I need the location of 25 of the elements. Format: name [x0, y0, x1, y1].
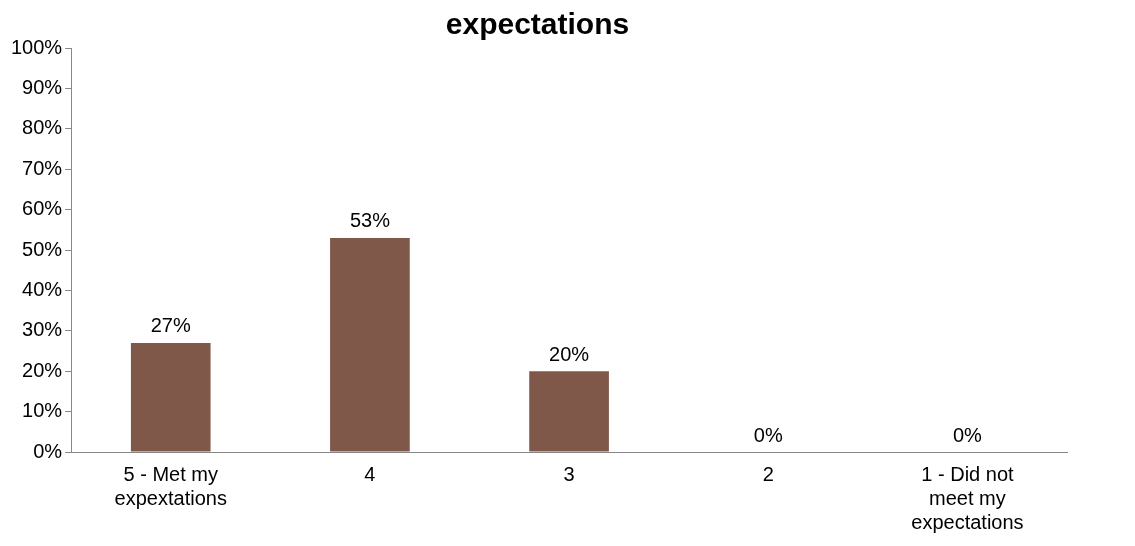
x-tick-label: 2: [762, 462, 774, 485]
y-tick-label: 10%: [22, 399, 63, 422]
y-tick-label: 100%: [11, 35, 63, 58]
data-label: 0%: [753, 423, 783, 446]
data-label: 27%: [150, 314, 191, 337]
y-tick-label: 70%: [22, 156, 63, 179]
data-label: 20%: [549, 342, 590, 365]
x-tick-label: 4: [364, 462, 376, 485]
y-tick-label: 60%: [22, 197, 63, 220]
chart-title: expectations: [445, 7, 630, 41]
bar: [529, 371, 609, 452]
y-tick-label: 50%: [22, 237, 63, 260]
x-tick-label: 3: [563, 462, 575, 485]
x-tick-label: 1 - Did not meet my expectations: [911, 462, 1024, 533]
x-tick-label: 5 - Met my expextations: [114, 462, 227, 509]
y-tick-label: 90%: [22, 75, 63, 98]
y-tick-label: 80%: [22, 116, 63, 139]
y-tick-label: 20%: [22, 358, 63, 381]
data-label: 53%: [349, 209, 391, 232]
bar: [130, 342, 211, 452]
y-tick-label: 40%: [22, 277, 63, 300]
y-tick-label: 0%: [33, 439, 63, 462]
data-label: 0%: [952, 423, 983, 446]
y-tick-label: 30%: [22, 318, 63, 341]
bar: [330, 237, 410, 452]
